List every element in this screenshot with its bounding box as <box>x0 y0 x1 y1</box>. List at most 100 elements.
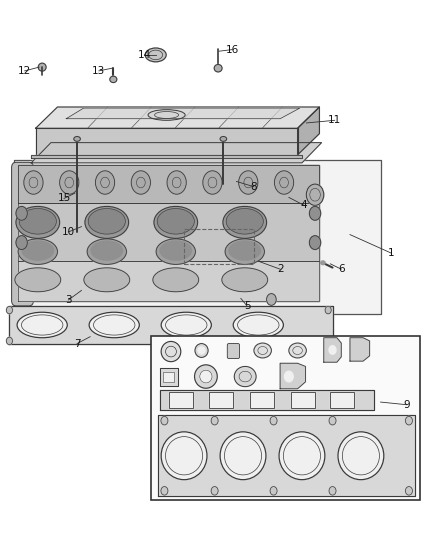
Text: 1: 1 <box>388 248 395 258</box>
Text: 4: 4 <box>301 200 307 211</box>
Ellipse shape <box>214 64 222 72</box>
Ellipse shape <box>254 343 272 358</box>
Ellipse shape <box>220 432 266 480</box>
Circle shape <box>131 171 150 194</box>
Ellipse shape <box>289 343 306 358</box>
Text: 8: 8 <box>251 182 257 192</box>
Ellipse shape <box>87 239 127 264</box>
Ellipse shape <box>229 241 261 260</box>
Circle shape <box>270 416 277 425</box>
Circle shape <box>7 306 12 314</box>
Bar <box>209 392 233 408</box>
Circle shape <box>211 416 218 425</box>
Circle shape <box>167 171 186 194</box>
Ellipse shape <box>194 365 217 388</box>
Bar <box>250 392 274 408</box>
Bar <box>330 392 354 408</box>
Text: 7: 7 <box>74 338 81 349</box>
Polygon shape <box>35 128 297 155</box>
Ellipse shape <box>22 241 53 260</box>
Ellipse shape <box>89 312 139 338</box>
Polygon shape <box>14 160 381 314</box>
Ellipse shape <box>222 268 268 292</box>
Polygon shape <box>18 165 319 203</box>
Ellipse shape <box>16 206 60 238</box>
Circle shape <box>16 206 27 220</box>
Bar <box>330 392 354 408</box>
Circle shape <box>325 306 331 314</box>
Ellipse shape <box>84 268 130 292</box>
Ellipse shape <box>19 208 57 234</box>
Bar <box>291 392 315 408</box>
Circle shape <box>406 487 413 495</box>
Text: 11: 11 <box>328 115 341 125</box>
Ellipse shape <box>220 136 226 141</box>
Ellipse shape <box>226 208 263 234</box>
Circle shape <box>267 294 276 305</box>
Circle shape <box>270 487 277 495</box>
Ellipse shape <box>18 239 57 264</box>
Text: 3: 3 <box>65 295 72 305</box>
Polygon shape <box>35 107 319 128</box>
Ellipse shape <box>200 370 212 383</box>
Circle shape <box>16 236 27 249</box>
Ellipse shape <box>154 206 198 238</box>
Circle shape <box>329 346 336 354</box>
Ellipse shape <box>85 206 129 238</box>
Ellipse shape <box>88 208 125 234</box>
Bar <box>163 372 174 382</box>
Ellipse shape <box>157 208 194 234</box>
Text: 13: 13 <box>92 66 106 76</box>
Text: 5: 5 <box>244 301 251 311</box>
Ellipse shape <box>91 241 123 260</box>
Text: 9: 9 <box>403 400 410 410</box>
Text: 12: 12 <box>18 66 32 76</box>
Polygon shape <box>160 390 374 410</box>
Circle shape <box>275 171 293 194</box>
Text: 6: 6 <box>338 264 345 274</box>
Circle shape <box>161 487 168 495</box>
Bar <box>169 392 193 408</box>
Bar <box>250 392 274 408</box>
Ellipse shape <box>110 76 117 83</box>
Circle shape <box>240 337 246 345</box>
Circle shape <box>312 337 318 345</box>
Ellipse shape <box>321 261 325 265</box>
Ellipse shape <box>74 136 81 141</box>
Circle shape <box>329 487 336 495</box>
Polygon shape <box>18 165 319 301</box>
Polygon shape <box>66 108 300 119</box>
Bar <box>209 392 233 408</box>
Polygon shape <box>18 261 319 301</box>
Circle shape <box>309 236 321 249</box>
Ellipse shape <box>161 342 181 362</box>
FancyBboxPatch shape <box>227 344 240 359</box>
Ellipse shape <box>233 312 283 338</box>
Ellipse shape <box>148 110 185 120</box>
Ellipse shape <box>161 312 212 338</box>
Bar <box>163 372 174 382</box>
Ellipse shape <box>234 367 256 386</box>
Text: 15: 15 <box>57 193 71 204</box>
Circle shape <box>239 171 258 194</box>
Bar <box>184 229 254 264</box>
Polygon shape <box>158 415 416 496</box>
Circle shape <box>329 416 336 425</box>
Text: 16: 16 <box>226 45 239 54</box>
Circle shape <box>309 206 321 220</box>
Ellipse shape <box>223 206 267 238</box>
Ellipse shape <box>15 268 61 292</box>
Ellipse shape <box>198 347 205 354</box>
Ellipse shape <box>195 344 208 358</box>
Ellipse shape <box>225 239 265 264</box>
Polygon shape <box>280 364 305 389</box>
Circle shape <box>406 416 413 425</box>
Ellipse shape <box>145 48 166 62</box>
Circle shape <box>7 337 12 345</box>
Polygon shape <box>350 338 370 361</box>
Polygon shape <box>160 368 177 386</box>
Circle shape <box>60 171 79 194</box>
Ellipse shape <box>38 63 46 71</box>
Ellipse shape <box>160 241 191 260</box>
Bar <box>291 392 315 408</box>
